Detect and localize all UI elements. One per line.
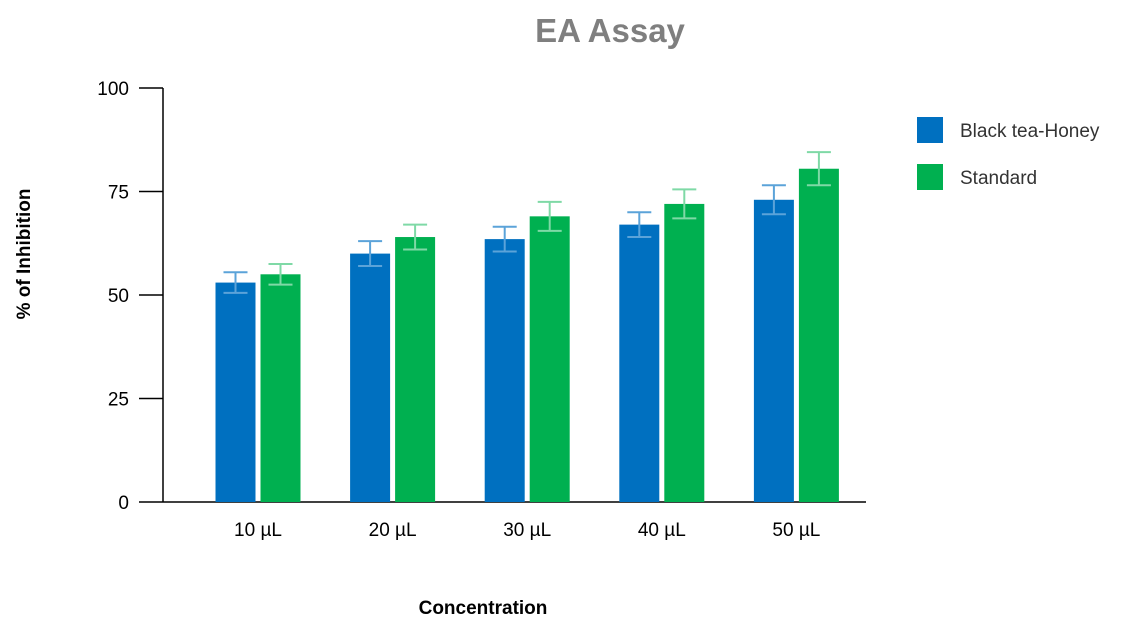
y-tick-label: 0 [118,493,129,514]
y-tick-label: 100 [97,79,129,100]
legend-label: Black tea-Honey [960,121,1100,142]
chart-title: EA Assay [535,12,685,49]
y-tick-label: 50 [108,286,129,307]
bar [350,253,391,502]
bar [484,239,525,503]
bar [619,224,660,502]
x-axis: 10 µL 20 µL 30 µL 40 µL 50 µL [163,501,866,541]
bar [798,168,839,503]
y-tick-label: 25 [108,390,129,411]
y-axis-label: % of Inhibition [14,189,35,320]
y-axis: 0 25 50 75 100 [97,79,164,514]
x-tick-label: 40 µL [638,520,686,541]
bar [395,237,436,503]
y-tick-label: 75 [108,183,129,204]
legend: Black tea-Honey Standard [917,117,1100,190]
legend-swatch [917,164,943,190]
x-tick-label: 10 µL [234,520,282,541]
bar [215,282,256,502]
bar [664,203,705,503]
x-tick-label: 20 µL [369,520,417,541]
x-axis-label: Concentration [419,598,548,619]
bars [215,151,839,503]
x-tick-label: 30 µL [503,520,551,541]
bar [529,216,570,502]
legend-label: Standard [960,168,1037,189]
bar [753,199,794,502]
x-tick-label: 50 µL [772,520,820,541]
bar [260,274,301,502]
legend-swatch [917,117,943,143]
